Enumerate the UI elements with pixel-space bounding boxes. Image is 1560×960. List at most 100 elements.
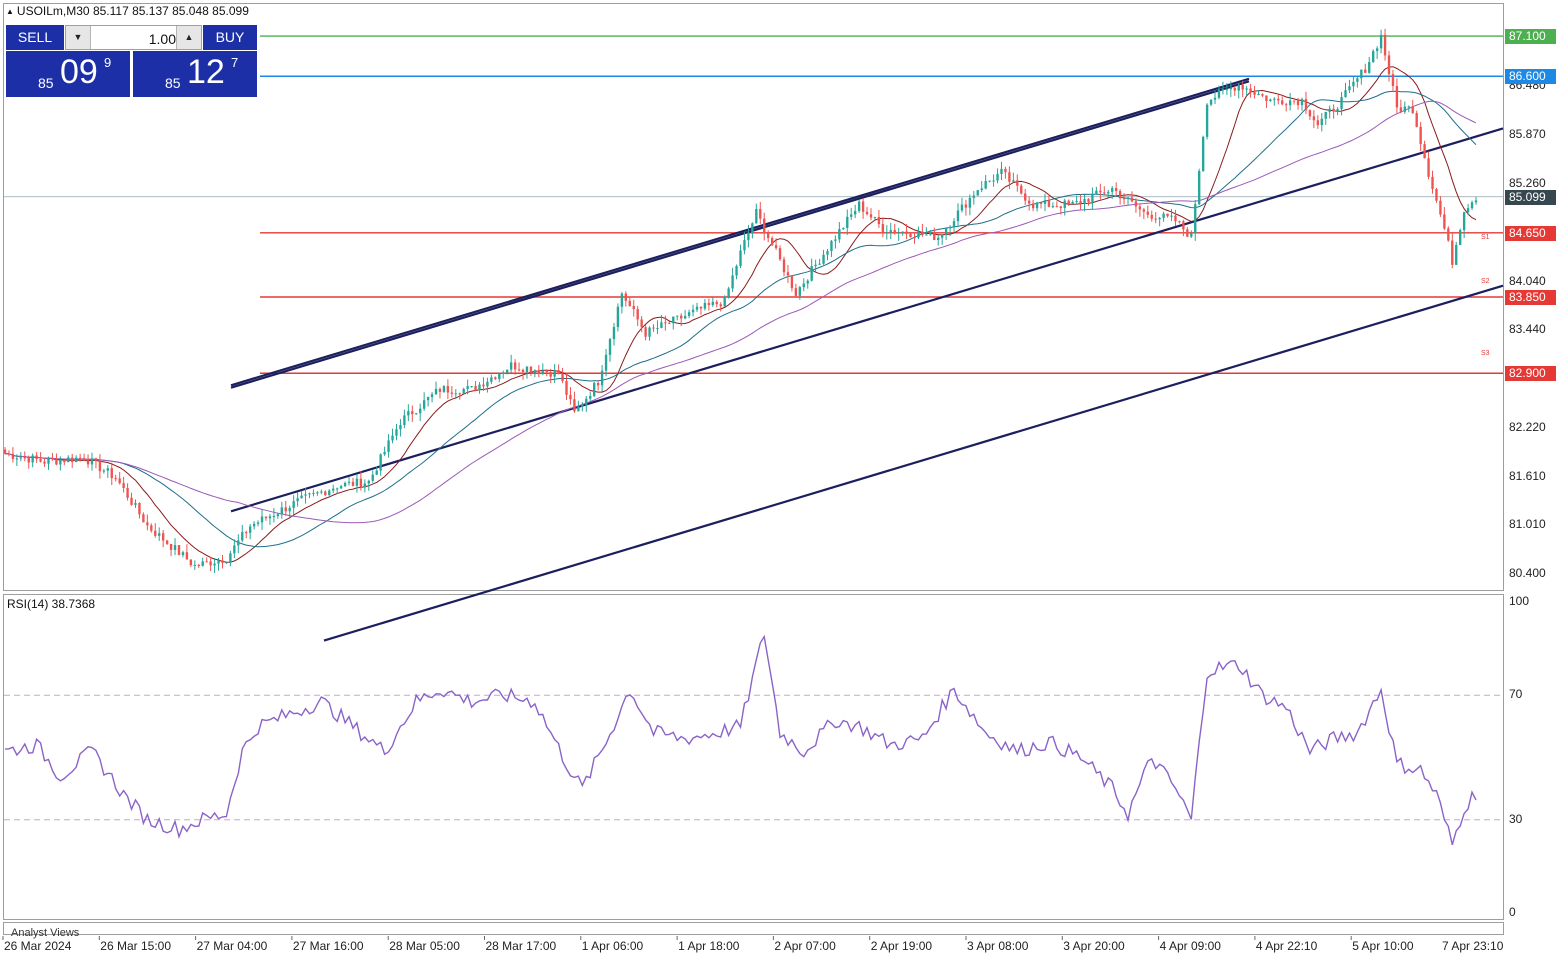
candle <box>553 363 556 384</box>
support-annotation-3: S3 <box>1481 350 1490 357</box>
candle <box>438 387 442 399</box>
candle-body <box>213 563 216 566</box>
candle-body <box>869 214 873 218</box>
candle-body <box>1399 107 1403 112</box>
candle <box>78 453 82 462</box>
candle-body <box>1249 88 1252 93</box>
candle-body <box>668 322 671 324</box>
candle <box>818 258 821 265</box>
candle-body <box>1130 197 1134 202</box>
candle <box>869 208 873 221</box>
candle <box>608 337 612 362</box>
candle-body <box>1099 190 1102 193</box>
candle-body <box>1292 100 1296 102</box>
candle <box>1245 85 1248 96</box>
candle <box>189 559 193 567</box>
candle-body <box>90 458 94 465</box>
candle-body <box>233 545 236 554</box>
candle <box>1285 102 1288 112</box>
candle-body <box>1150 214 1153 219</box>
candle-body <box>1122 198 1126 200</box>
candle-body <box>968 197 972 208</box>
candle <box>509 354 513 373</box>
candle-body <box>138 503 141 515</box>
candle-body <box>1300 99 1304 106</box>
candle-body <box>593 382 596 397</box>
candle <box>1308 109 1312 121</box>
lot-decrease-chevron-down-icon[interactable]: ▼ <box>66 26 91 49</box>
candle-body <box>94 458 98 461</box>
candle <box>960 197 964 213</box>
candle-body <box>569 394 572 400</box>
channel-upper-line <box>230 127 1504 513</box>
candle <box>798 285 802 300</box>
candle <box>248 524 252 540</box>
candle-body <box>1162 213 1165 218</box>
candle-body <box>1316 120 1320 126</box>
candle <box>1174 209 1177 226</box>
candle <box>94 457 98 469</box>
candle <box>1039 202 1043 209</box>
candle <box>1122 192 1126 205</box>
candle <box>850 207 853 220</box>
candle <box>458 392 461 400</box>
candle-body <box>877 216 881 225</box>
candle <box>482 377 485 391</box>
buy-price-display[interactable]: 85 12 7 <box>133 51 257 97</box>
candle-body <box>656 327 659 329</box>
candle-body <box>1403 106 1407 112</box>
analyst-views-label[interactable]: Analyst Views <box>11 927 80 939</box>
candle <box>296 492 299 507</box>
candle-body <box>343 482 347 487</box>
sell-price-display[interactable]: 85 09 9 <box>6 51 130 97</box>
price-y-tick-label: 81.610 <box>1509 468 1546 483</box>
candle <box>972 190 975 205</box>
candle-body <box>513 362 517 370</box>
price-y-tick-label: 80.400 <box>1509 565 1546 580</box>
candle <box>146 514 149 531</box>
candle <box>1439 196 1442 217</box>
level-price-tag: 86.600 <box>1505 69 1556 85</box>
rsi-line <box>4 634 1477 845</box>
candle-body <box>55 459 58 465</box>
candle-body <box>541 370 544 374</box>
candle-body <box>1182 221 1185 230</box>
candle <box>466 379 469 395</box>
sell-button[interactable]: SELL <box>6 25 64 50</box>
candle <box>426 396 430 407</box>
buy-button[interactable]: BUY <box>203 25 257 50</box>
candle-body <box>1111 188 1114 192</box>
candle <box>648 326 651 341</box>
candle <box>956 203 960 226</box>
candle-body <box>1217 89 1221 98</box>
lot-size-input[interactable] <box>92 27 178 50</box>
candle-body <box>743 240 746 251</box>
lot-increase-chevron-up-icon[interactable]: ▲ <box>176 26 201 49</box>
candle-body <box>1245 88 1248 90</box>
candle <box>596 380 600 391</box>
candle <box>1154 212 1157 224</box>
candle <box>1281 96 1284 106</box>
candle-body <box>134 503 137 505</box>
candle-body <box>442 386 446 392</box>
candle-body <box>367 480 370 484</box>
collapse-triangle-icon[interactable]: ▲ <box>6 7 14 16</box>
candle-body <box>1020 185 1023 194</box>
candle <box>513 359 517 375</box>
candle <box>272 508 276 523</box>
candle <box>1107 189 1110 198</box>
candle <box>74 455 78 463</box>
candle <box>359 471 363 491</box>
candle-body <box>1324 111 1327 119</box>
candle <box>1360 69 1363 85</box>
candle <box>316 491 319 496</box>
candle-body <box>252 523 256 527</box>
candle <box>683 309 687 320</box>
candle-body <box>165 540 169 544</box>
candle-body <box>1154 218 1157 220</box>
candle <box>794 283 798 298</box>
candle <box>668 321 671 325</box>
candle <box>770 236 774 246</box>
candle <box>676 315 679 321</box>
